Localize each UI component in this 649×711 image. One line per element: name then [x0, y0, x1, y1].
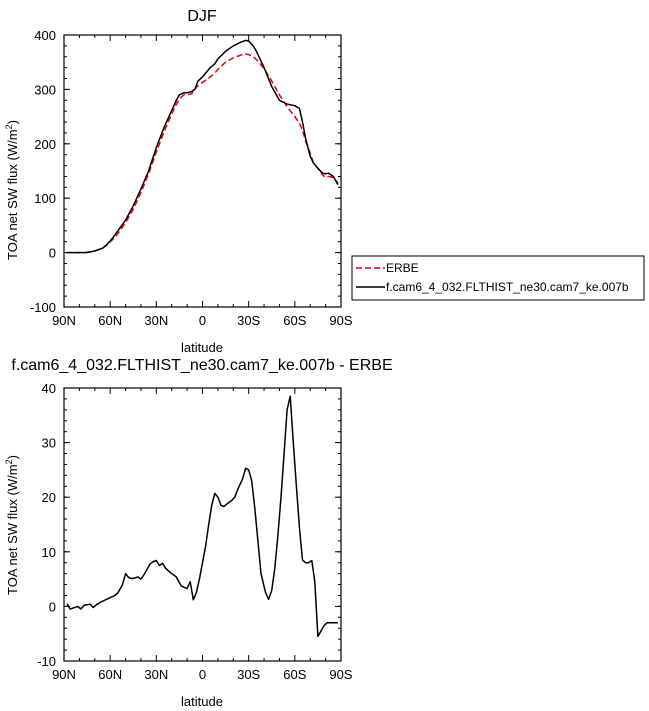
bottom-x-tick-label: 0: [199, 667, 206, 682]
bottom-y-tick-label: 30: [42, 436, 56, 451]
bottom-x-tick-label: 90S: [329, 667, 352, 682]
legend-label-model: f.cam6_4_032.FLTHIST_ne30.cam7_ke.007b: [386, 280, 629, 294]
top-x-tick-label: 60S: [283, 313, 306, 328]
bottom-x-axis-label: latitude: [181, 694, 223, 709]
bottom-axes: 90N 60N 30N 0 30S 60S 90S 40 30 20 10 0 -10: [37, 381, 353, 682]
bottom-x-tick-label: 60S: [283, 667, 306, 682]
top-y-tick-label: 300: [34, 82, 56, 97]
top-series-erbe-line: [67, 53, 339, 254]
bottom-title: f.cam6_4_032.FLTHIST_ne30.cam7_ke.007b -…: [11, 357, 392, 374]
bottom-y-axis-label-close: ): [5, 455, 20, 459]
top-y-tick-label: 400: [34, 28, 56, 43]
top-x-tick-label: 60N: [98, 313, 122, 328]
top-series-model-line: [67, 39, 339, 254]
bottom-y-axis-label-sup: 2: [4, 459, 14, 464]
top-y-tick-label: 100: [34, 191, 56, 206]
top-y-axis-label-close: ): [5, 120, 20, 124]
bottom-series: [66, 395, 338, 638]
top-title: DJF: [187, 8, 217, 25]
top-panel: DJF 90N 60N 30N 0 30S 60S 90S 400 300 200 100 0 -100…: [4, 8, 645, 355]
bottom-panel: f.cam6_4_032.FLTHIST_ne30.cam7_ke.007b -…: [4, 357, 393, 709]
bottom-y-axis-label-main: TOA net SW flux (W/m: [5, 464, 20, 595]
top-y-tick-label: 200: [34, 137, 56, 152]
bottom-x-tick-label: 30N: [144, 667, 168, 682]
bottom-y-axis-label: TOA net SW flux (W/m2): [4, 455, 20, 595]
bottom-x-tick-label: 30S: [237, 667, 260, 682]
legend-label-erbe: ERBE: [386, 261, 419, 275]
legend-box: [351, 255, 645, 301]
top-axes: 90N 60N 30N 0 30S 60S 90S 400 300 200 100 0 -100: [30, 28, 353, 328]
top-x-tick-label: 0: [199, 313, 206, 328]
top-x-tick-label: 90S: [329, 313, 352, 328]
bottom-y-tick-label: 20: [42, 490, 56, 505]
bottom-y-tick-label: 40: [42, 381, 56, 396]
top-plot-frame: [63, 34, 342, 308]
bottom-series-difference-line: [66, 395, 338, 638]
bottom-x-tick-label: 60N: [98, 667, 122, 682]
bottom-plot-frame: [63, 387, 342, 662]
top-series: [67, 39, 339, 254]
top-x-tick-label: 30S: [237, 313, 260, 328]
bottom-y-tick-label: -10: [37, 654, 56, 669]
legend: ERBE f.cam6_4_032.FLTHIST_ne30.cam7_ke.0…: [351, 255, 645, 301]
top-y-tick-label: -100: [30, 300, 56, 315]
top-y-tick-label: 0: [49, 246, 56, 261]
top-y-axis-label-main: TOA net SW flux (W/m: [5, 129, 20, 260]
top-x-axis-label: latitude: [181, 340, 223, 355]
bottom-x-tick-label: 90N: [52, 667, 76, 682]
top-x-tick-label: 30N: [144, 313, 168, 328]
top-x-tick-label: 90N: [52, 313, 76, 328]
top-y-axis-label-sup: 2: [4, 124, 14, 129]
bottom-y-tick-label: 0: [49, 599, 56, 614]
bottom-y-tick-label: 10: [42, 545, 56, 560]
top-y-axis-label: TOA net SW flux (W/m2): [4, 120, 20, 260]
